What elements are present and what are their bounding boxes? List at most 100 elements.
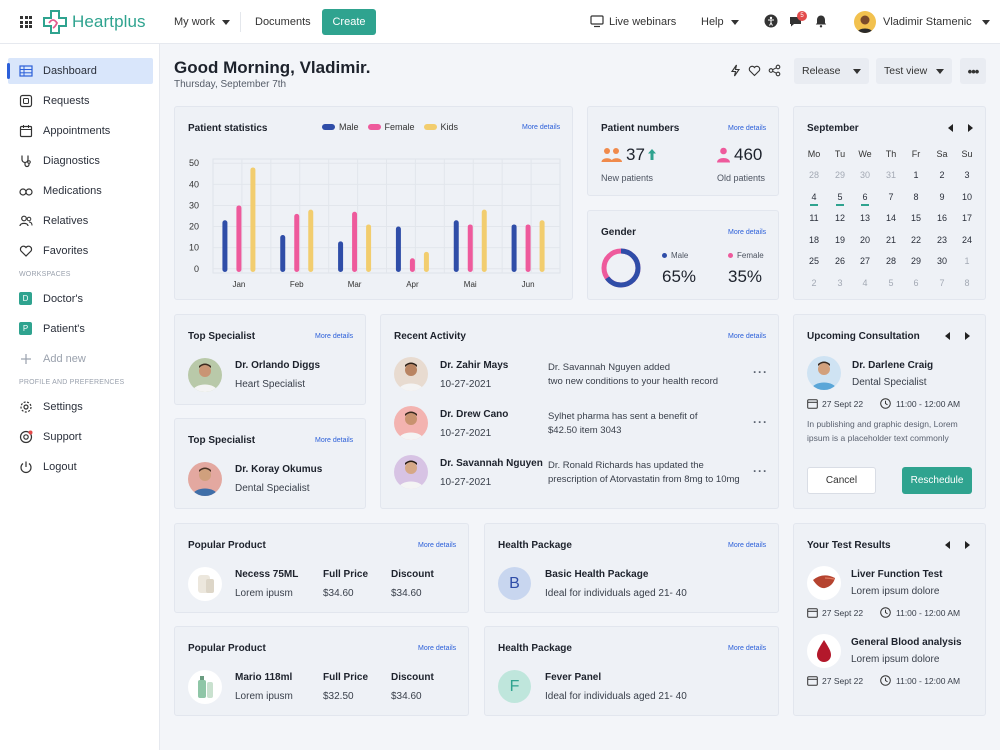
sidebar-item-label: Dashboard — [43, 65, 97, 77]
sidebar-item-add-new[interactable]: Add new — [8, 346, 153, 372]
calendar-day[interactable]: 9 — [939, 191, 945, 202]
more-details-link[interactable]: More details — [728, 229, 767, 236]
calendar-day[interactable]: 4 — [862, 277, 868, 288]
price-label: Full Price — [323, 672, 369, 683]
consultation-next-icon[interactable] — [965, 332, 970, 340]
sidebar-item-appointments[interactable]: Appointments — [8, 118, 153, 144]
user-menu[interactable]: Vladimir Stamenic — [883, 9, 990, 35]
calendar-day[interactable]: 7 — [939, 277, 945, 288]
calendar-day[interactable]: 5 — [888, 277, 894, 288]
bell-icon[interactable] — [814, 14, 828, 28]
sidebar-item-patients[interactable]: P Patient's — [8, 316, 153, 342]
calendar-day[interactable]: 28 — [808, 170, 819, 180]
calendar-day[interactable]: 1 — [913, 170, 919, 180]
calendar-day[interactable]: 30 — [936, 256, 947, 266]
more-details-link[interactable]: More details — [728, 542, 767, 549]
sidebar-item-doctors[interactable]: D Doctor's — [8, 286, 153, 312]
calendar-day[interactable]: 13 — [859, 213, 870, 223]
calendar-day[interactable]: 12 — [834, 213, 845, 223]
sidebar-item-dashboard[interactable]: Dashboard — [7, 58, 153, 84]
calendar-day[interactable]: 27 — [859, 256, 870, 266]
test-results-next-icon[interactable] — [965, 541, 970, 549]
sidebar-item-relatives[interactable]: Relatives — [8, 208, 153, 234]
calendar-day[interactable]: 15 — [910, 213, 921, 223]
calendar-day[interactable]: 23 — [936, 234, 947, 245]
documents-link[interactable]: Documents — [255, 9, 311, 35]
more-details-link[interactable]: More details — [315, 437, 354, 444]
sidebar-item-favorites[interactable]: Favorites — [8, 238, 153, 264]
sidebar-item-support[interactable]: Support — [8, 424, 153, 450]
calendar-day[interactable]: 21 — [885, 234, 896, 245]
more-details-link[interactable]: More details — [522, 124, 561, 131]
card-title: Recent Activity — [394, 331, 466, 342]
bar-male — [453, 220, 459, 272]
test-results-prev-icon[interactable] — [945, 541, 950, 549]
sidebar-item-requests[interactable]: Requests — [8, 88, 153, 114]
calendar-day[interactable]: 16 — [936, 213, 947, 223]
calendar-day[interactable]: 3 — [837, 277, 843, 288]
calendar-day[interactable]: 29 — [910, 256, 921, 266]
calendar-day[interactable]: 8 — [964, 277, 970, 288]
calendar-day[interactable]: 20 — [859, 234, 870, 245]
reschedule-button[interactable]: Reschedule — [902, 467, 972, 494]
calendar-day[interactable]: 2 — [811, 277, 817, 288]
more-details-link[interactable]: More details — [418, 645, 457, 652]
help-menu[interactable]: Help — [701, 9, 739, 35]
calendar-day[interactable]: 8 — [913, 191, 919, 202]
sidebar-item-diagnostics[interactable]: Diagnostics — [8, 148, 153, 174]
calendar-day[interactable]: 26 — [834, 256, 845, 266]
calendar-day[interactable]: 17 — [961, 213, 972, 223]
calendar-day[interactable]: 4 — [811, 191, 817, 202]
create-button[interactable]: Create — [322, 9, 376, 35]
more-details-link[interactable]: More details — [315, 333, 354, 340]
calendar-day[interactable]: 30 — [859, 170, 870, 180]
accessibility-icon[interactable] — [764, 14, 778, 28]
calendar-day[interactable]: 18 — [808, 234, 819, 245]
more-details-link[interactable]: More details — [728, 125, 767, 132]
activity-menu-icon[interactable]: ··· — [753, 415, 768, 429]
calendar-day[interactable]: 24 — [961, 234, 972, 245]
calendar-day[interactable]: 31 — [885, 170, 896, 180]
cancel-button[interactable]: Cancel — [807, 467, 876, 494]
calendar-day[interactable]: 7 — [888, 191, 894, 202]
lightning-icon[interactable] — [729, 64, 742, 77]
calendar-day[interactable]: 19 — [834, 234, 845, 245]
calendar-day[interactable]: 28 — [885, 256, 896, 266]
more-details-link[interactable]: More details — [728, 645, 767, 652]
test-results-card: Your Test Results Liver Function Test Lo… — [793, 523, 986, 716]
calendar-day[interactable]: 3 — [964, 170, 970, 180]
calendar-day[interactable]: 25 — [808, 256, 819, 266]
logo[interactable]: Heartplus — [42, 9, 146, 35]
release-select[interactable]: Release — [794, 58, 869, 84]
calendar-day[interactable]: 6 — [913, 277, 919, 288]
calendar-day[interactable]: 14 — [885, 213, 896, 223]
calendar-day[interactable]: 22 — [910, 234, 921, 245]
user-avatar[interactable] — [854, 11, 876, 33]
sidebar-item-medications[interactable]: Medications — [8, 178, 153, 204]
calendar-day[interactable]: 10 — [961, 191, 972, 202]
more-options-button[interactable]: ••• — [960, 58, 986, 84]
calendar-day[interactable]: 6 — [862, 191, 868, 202]
more-details-link[interactable]: More details — [728, 333, 767, 340]
calendar-day[interactable]: 5 — [837, 191, 843, 202]
sidebar-item-settings[interactable]: Settings — [8, 394, 153, 420]
more-details-link[interactable]: More details — [418, 542, 457, 549]
calendar-day[interactable]: 1 — [964, 256, 970, 266]
test-date: 27 Sept 22 — [822, 608, 864, 618]
activity-menu-icon[interactable]: ··· — [753, 365, 768, 379]
card-title: Health Package — [498, 540, 572, 551]
activity-menu-icon[interactable]: ··· — [753, 464, 768, 478]
calendar-next-icon[interactable] — [968, 124, 973, 132]
heart-icon[interactable] — [748, 64, 761, 77]
share-icon[interactable] — [768, 64, 781, 77]
my-work-menu[interactable]: My work — [174, 9, 230, 35]
apps-grid-icon[interactable] — [20, 16, 32, 28]
calendar-day[interactable]: 11 — [809, 213, 819, 223]
calendar-day[interactable]: 2 — [939, 170, 945, 180]
live-webinars-link[interactable]: Live webinars — [609, 9, 676, 35]
calendar-day[interactable]: 29 — [834, 170, 845, 180]
consultation-prev-icon[interactable] — [945, 332, 950, 340]
sidebar-item-logout[interactable]: Logout — [8, 454, 153, 480]
calendar-prev-icon[interactable] — [948, 124, 953, 132]
test-view-select[interactable]: Test view — [876, 58, 952, 84]
